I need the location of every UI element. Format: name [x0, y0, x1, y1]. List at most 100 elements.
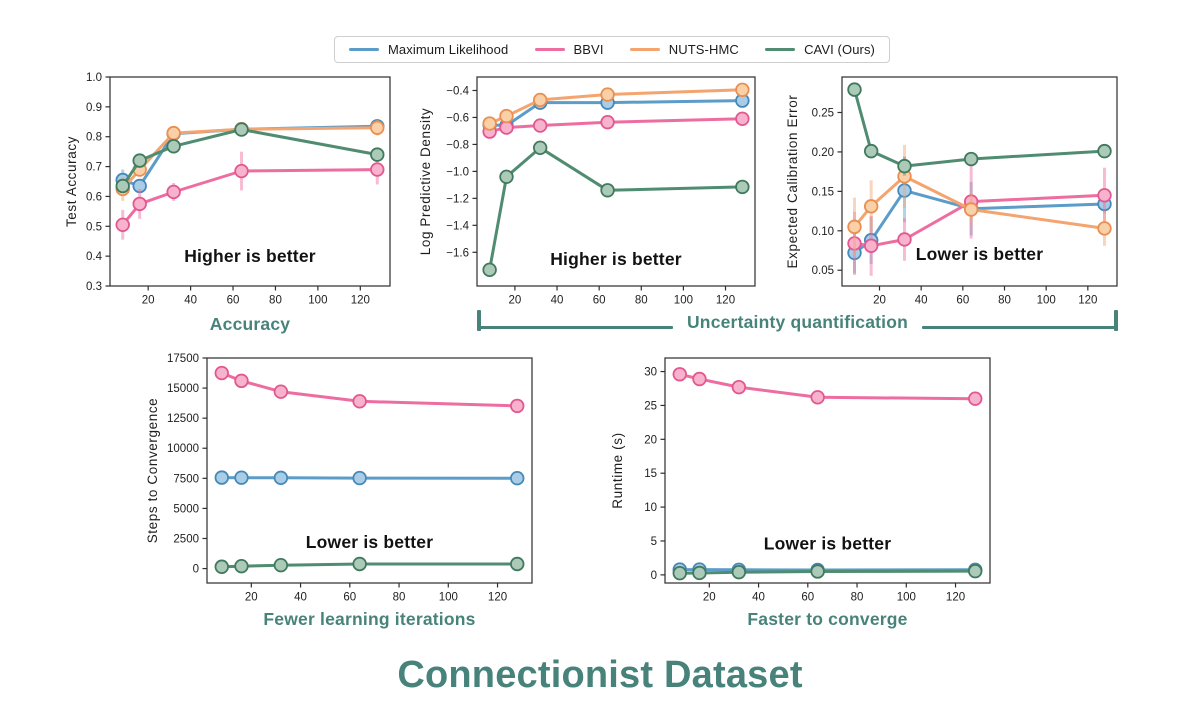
svg-text:Lower is better: Lower is better [764, 533, 891, 553]
svg-text:20: 20 [142, 295, 155, 307]
svg-text:20: 20 [509, 295, 522, 307]
svg-text:100: 100 [897, 592, 916, 604]
legend: Maximum Likelihood BBVI NUTS-HMC CAVI (O… [334, 36, 890, 63]
legend-item-cavi: CAVI (Ours) [765, 42, 875, 57]
svg-text:80: 80 [269, 295, 282, 307]
svg-text:−1.0: −1.0 [446, 166, 469, 178]
svg-text:0.7: 0.7 [86, 162, 102, 174]
bracket-left-tick [477, 310, 481, 331]
legend-label: CAVI (Ours) [804, 42, 875, 57]
chart-steps-to-convergence: 0 2500 5000 7500 10000 12500 15000 17500 20 40 60 8… [140, 346, 550, 608]
svg-text:1.0: 1.0 [86, 72, 102, 84]
svg-text:12500: 12500 [167, 413, 199, 425]
svg-text:0.15: 0.15 [812, 186, 834, 198]
svg-text:80: 80 [851, 592, 864, 604]
svg-text:0.4: 0.4 [86, 251, 103, 263]
svg-text:40: 40 [551, 295, 564, 307]
svg-text:5: 5 [651, 536, 657, 548]
legend-label: BBVI [573, 42, 604, 57]
fewer-iterations-label: Fewer learning iterations [263, 609, 476, 629]
legend-item-bbvi: BBVI [534, 42, 604, 57]
svg-text:120: 120 [1078, 295, 1097, 307]
svg-text:20: 20 [873, 295, 886, 307]
svg-text:100: 100 [1037, 295, 1056, 307]
legend-label: Maximum Likelihood [388, 42, 509, 57]
svg-text:100: 100 [674, 295, 693, 307]
legend-item-nuts-hmc: NUTS-HMC [629, 42, 739, 57]
svg-text:60: 60 [343, 592, 356, 604]
svg-text:7500: 7500 [173, 473, 199, 485]
svg-text:Log Predictive Density: Log Predictive Density [418, 108, 433, 256]
chart-expected-calibration-error: 0.05 0.10 0.15 0.20 0.25 20 40 60 80 100 120 Expect… [782, 65, 1142, 313]
line-swatch-icon [629, 47, 660, 52]
svg-text:25: 25 [644, 400, 657, 412]
svg-text:15: 15 [644, 468, 657, 480]
svg-text:0: 0 [193, 564, 199, 576]
svg-text:−1.4: −1.4 [446, 220, 469, 232]
svg-text:60: 60 [956, 295, 969, 307]
svg-text:80: 80 [998, 295, 1011, 307]
svg-text:0.8: 0.8 [86, 132, 102, 144]
svg-text:20: 20 [703, 592, 716, 604]
svg-text:120: 120 [351, 295, 370, 307]
svg-text:40: 40 [294, 592, 307, 604]
legend-label: NUTS-HMC [668, 42, 739, 57]
svg-text:0.9: 0.9 [86, 102, 102, 114]
svg-text:80: 80 [393, 592, 406, 604]
svg-text:20: 20 [644, 434, 657, 446]
svg-text:5000: 5000 [173, 503, 199, 515]
svg-text:120: 120 [488, 592, 507, 604]
svg-text:−0.8: −0.8 [446, 139, 469, 151]
bracket-right-bar [922, 325, 1118, 330]
svg-text:Lower is better: Lower is better [916, 244, 1043, 264]
svg-text:Test Accuracy: Test Accuracy [64, 136, 79, 227]
svg-text:0.6: 0.6 [86, 191, 102, 203]
accuracy-section-label: Accuracy [209, 314, 291, 334]
legend-item-maximum-likelihood: Maximum Likelihood [349, 42, 508, 57]
svg-text:120: 120 [716, 295, 735, 307]
svg-text:Runtime (s): Runtime (s) [610, 432, 625, 508]
svg-text:Higher is better: Higher is better [184, 246, 316, 266]
svg-text:2500: 2500 [173, 533, 199, 545]
svg-text:10: 10 [644, 502, 657, 514]
bracket-left-bar [477, 325, 673, 330]
svg-text:0.05: 0.05 [812, 265, 834, 277]
svg-text:100: 100 [308, 295, 327, 307]
chart-runtime: 0 5 10 15 20 25 30 20 40 60 80 100 120 Runtime (s) Low… [600, 346, 1000, 608]
svg-text:Expected Calibration Error: Expected Calibration Error [785, 95, 800, 269]
line-swatch-icon [534, 47, 565, 52]
svg-text:60: 60 [227, 295, 240, 307]
svg-text:100: 100 [439, 592, 458, 604]
svg-text:−0.6: −0.6 [446, 112, 469, 124]
svg-text:30: 30 [644, 367, 657, 379]
svg-text:Lower is better: Lower is better [306, 532, 433, 552]
svg-text:40: 40 [915, 295, 928, 307]
svg-text:120: 120 [946, 592, 965, 604]
svg-text:0.5: 0.5 [86, 221, 102, 233]
svg-text:−1.2: −1.2 [446, 193, 469, 205]
uncertainty-bracket: Uncertainty quantification [477, 310, 1118, 332]
svg-text:40: 40 [184, 295, 197, 307]
svg-text:0: 0 [651, 570, 657, 582]
svg-text:Higher is better: Higher is better [550, 249, 682, 269]
svg-text:20: 20 [245, 592, 258, 604]
svg-text:40: 40 [752, 592, 765, 604]
svg-text:−1.6: −1.6 [446, 247, 469, 259]
svg-text:0.20: 0.20 [812, 147, 834, 159]
svg-text:10000: 10000 [167, 443, 199, 455]
uncertainty-section-label: Uncertainty quantification [686, 311, 909, 332]
svg-text:0.25: 0.25 [812, 107, 834, 119]
faster-converge-label: Faster to converge [747, 609, 908, 629]
line-swatch-icon [349, 47, 379, 52]
svg-text:17500: 17500 [167, 353, 199, 365]
line-swatch-icon [765, 47, 796, 52]
svg-text:60: 60 [593, 295, 606, 307]
svg-text:−0.4: −0.4 [446, 85, 469, 97]
chart-log-predictive-density: −1.6 −1.4 −1.2 −1.0 −0.8 −0.6 −0.4 20 40 60 80 100 1… [415, 65, 770, 313]
svg-text:0.10: 0.10 [812, 226, 834, 238]
svg-text:Steps to Convergence: Steps to Convergence [145, 398, 160, 544]
svg-text:80: 80 [635, 295, 648, 307]
svg-text:15000: 15000 [167, 383, 199, 395]
svg-text:0.3: 0.3 [86, 281, 102, 293]
figure-title: Connectionist Dataset [397, 654, 803, 696]
